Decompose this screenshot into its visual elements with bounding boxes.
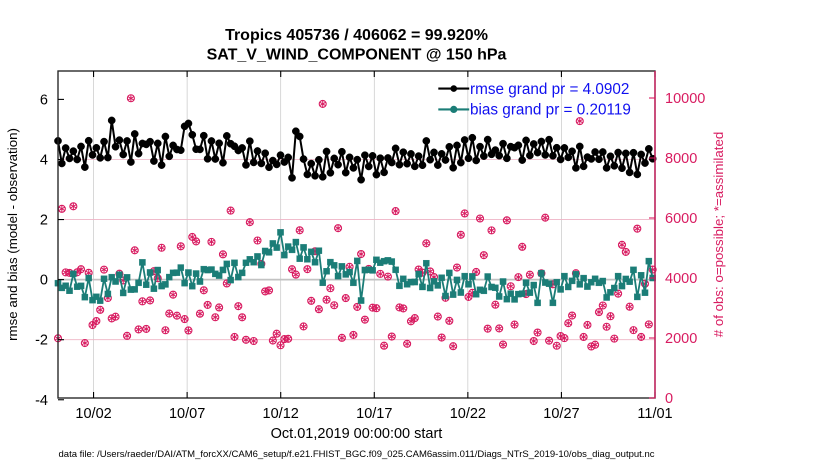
svg-text:4000: 4000	[665, 271, 697, 287]
svg-text:# of obs: o=possible; *=assimi: # of obs: o=possible; *=assimilated	[711, 132, 726, 338]
svg-text:0: 0	[40, 273, 48, 289]
svg-text:11/01: 11/01	[637, 406, 672, 422]
svg-text:2000: 2000	[665, 331, 697, 347]
svg-text:0: 0	[665, 391, 673, 407]
svg-text:4: 4	[40, 152, 48, 168]
svg-text:data file: /Users/raeder/DAI/A: data file: /Users/raeder/DAI/ATM_forcXX/…	[59, 449, 655, 460]
svg-text:2: 2	[40, 213, 48, 229]
svg-text:-4: -4	[35, 393, 48, 409]
svg-text:10/17: 10/17	[356, 406, 392, 422]
svg-text:6000: 6000	[665, 211, 697, 227]
svg-text:-2: -2	[35, 333, 48, 349]
svg-text:6: 6	[40, 92, 48, 108]
svg-text:10/02: 10/02	[75, 406, 111, 422]
svg-text:10000: 10000	[665, 91, 705, 107]
svg-text:10/22: 10/22	[450, 406, 486, 422]
svg-text:rmse grand pr = 4.0902: rmse grand pr = 4.0902	[470, 81, 629, 98]
svg-text:Oct.01,2019 00:00:00 start: Oct.01,2019 00:00:00 start	[271, 426, 443, 442]
svg-text:10/07: 10/07	[169, 406, 205, 422]
svg-text:8000: 8000	[665, 151, 697, 167]
svg-text:10/12: 10/12	[263, 406, 299, 422]
svg-text:10/27: 10/27	[543, 406, 579, 422]
svg-text:Tropics 405736 / 406062 = 99.9: Tropics 405736 / 406062 = 99.920%	[225, 27, 488, 44]
svg-text:SAT_V_WIND_COMPONENT @ 150 hPa: SAT_V_WIND_COMPONENT @ 150 hPa	[207, 47, 507, 64]
svg-text:rmse and bias (model - observa: rmse and bias (model - observation)	[5, 128, 20, 341]
svg-text:bias grand pr = 0.20119: bias grand pr = 0.20119	[470, 102, 631, 119]
